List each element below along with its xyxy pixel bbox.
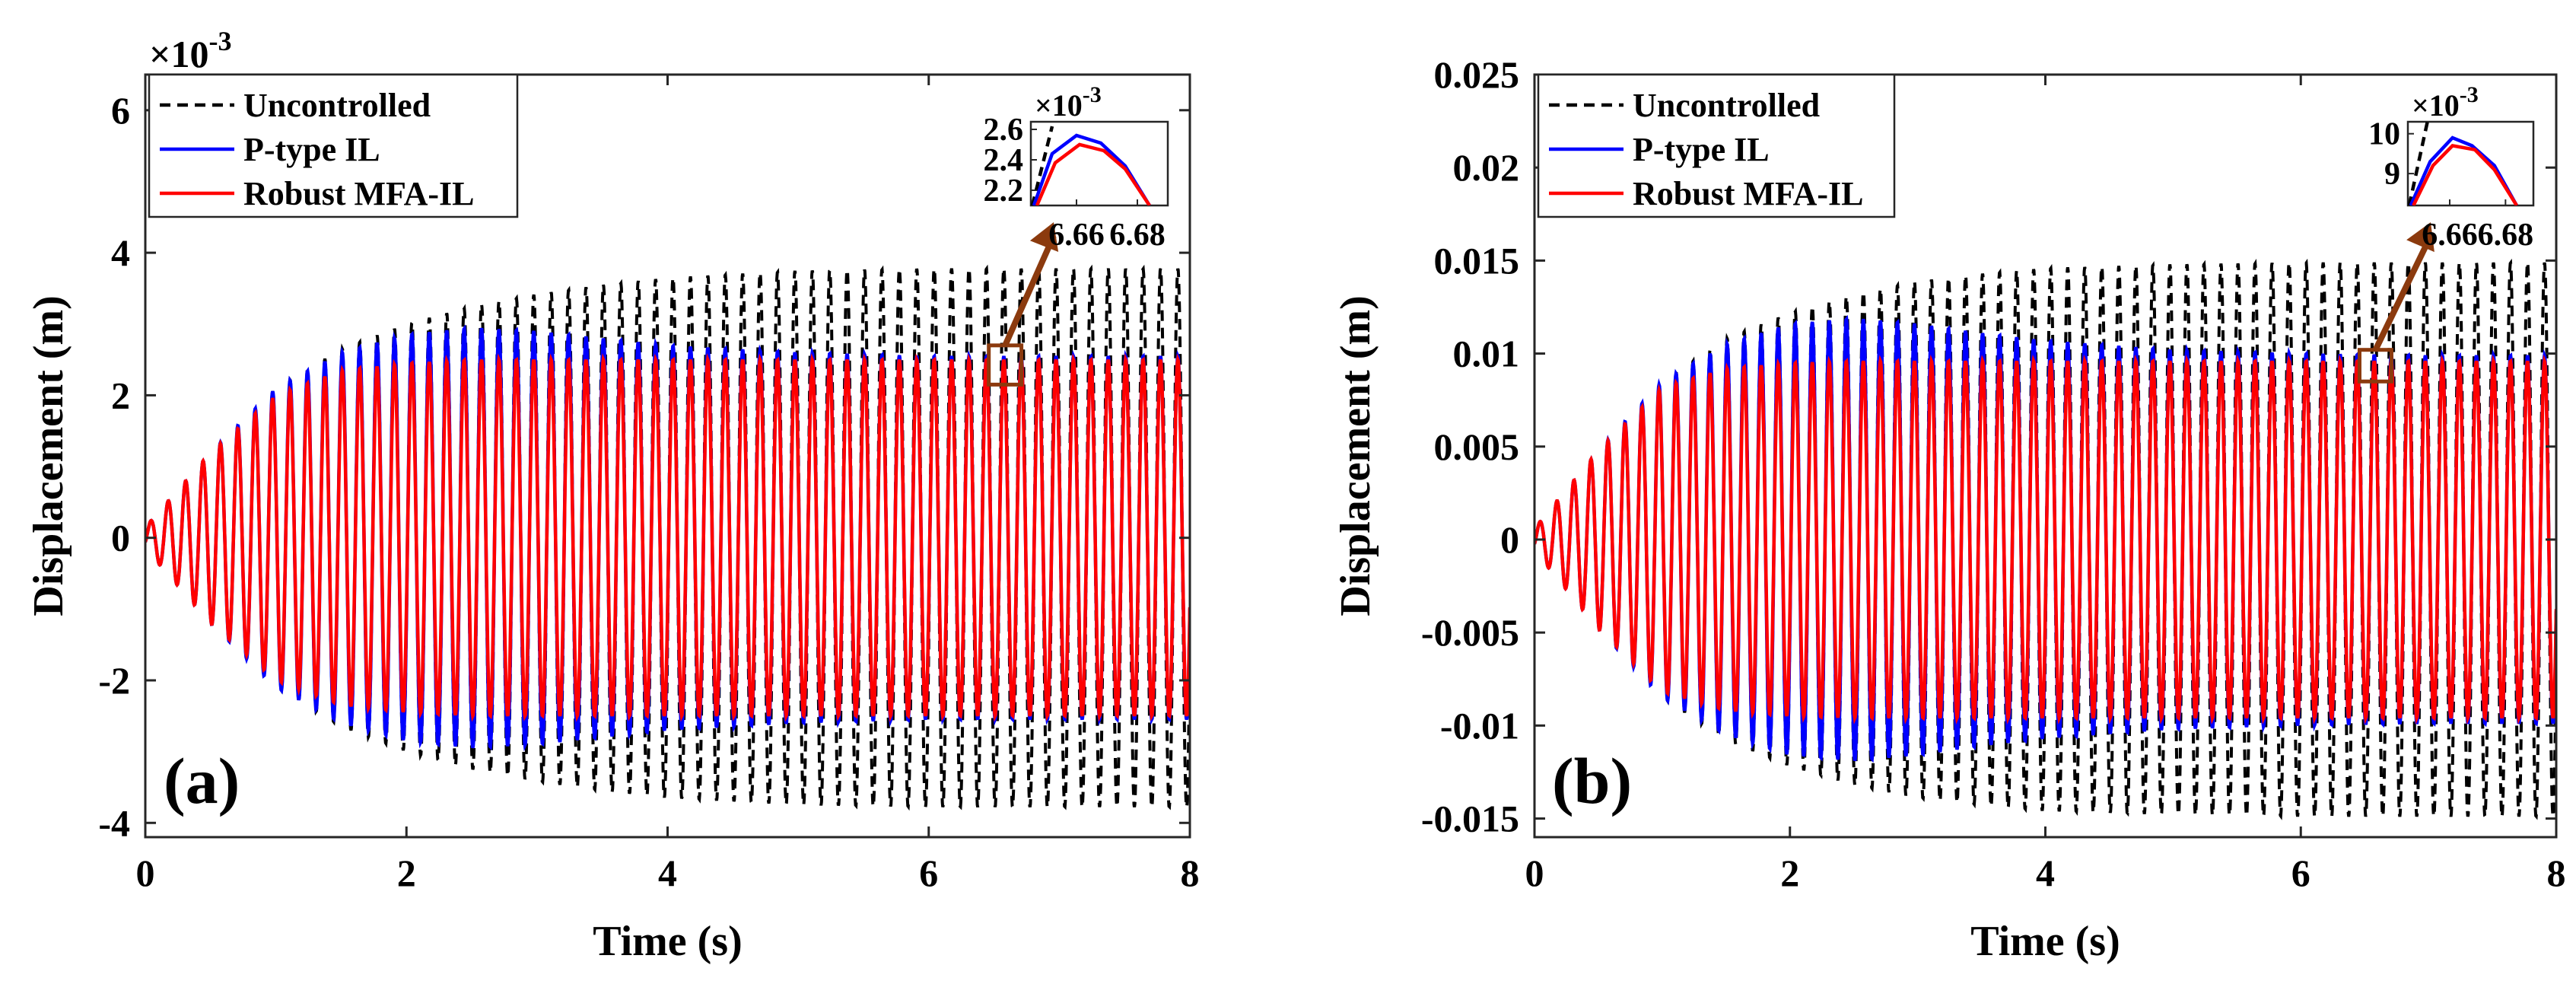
inset-y-tick-label: 9 [2384,157,2400,192]
inset-x-tick-label: 6.66 [1048,218,1105,253]
legend: Uncontrolled P-type IL Robust MFA-IL [1537,73,1896,218]
x-tick-label: 6 [2291,852,2310,894]
x-tick-label: 4 [2036,852,2055,894]
inset-zoom: 6.66 6.68 9 10 ×10-3 [2357,82,2535,384]
inset-series-group [1031,126,1151,205]
y-tick-label: -0.015 [1421,798,1519,840]
y-tick-label: -0.005 [1421,611,1519,654]
y-tick-label: -4 [98,801,130,844]
zoom-arrow [2372,234,2434,352]
inset-zoom: 6.66 6.68 2.22.42.6 ×10-3 [984,82,1169,387]
legend: Uncontrolled P-type IL Robust MFA-IL [148,73,519,218]
x-tick-label: 2 [397,852,416,894]
axes: 0 2 4 6 8 -4 -2 0 2 4 6 [98,73,1200,894]
legend-label: Uncontrolled [243,87,431,124]
legend-box [1537,73,1896,218]
y-tick-label: 0.015 [1434,239,1520,282]
legend-label: P-type IL [243,131,380,168]
y-tick-label: 0 [1500,518,1519,561]
inset-y-tick-label: 2.6 [984,113,1024,148]
x-tick-label: 6 [919,852,938,894]
inset-y-tick-label: 2.2 [984,174,1024,209]
inset-x-tick-label: 6.68 [1109,218,1166,253]
x-tick-label: 8 [2547,852,2566,894]
plot-area [1534,258,2556,821]
zoom-arrow [1002,234,1057,347]
x-tick-label: 0 [1525,852,1544,894]
y-tick-label: 6 [111,89,130,132]
y-tick-label: -0.01 [1440,704,1519,747]
y-axis-label: Displacement (m) [1332,295,1379,616]
zoom-arrow-head [2406,222,2434,253]
y-exponent-label: ×10-3 [149,26,232,75]
y-tick-label: 2 [111,374,130,416]
inset-y-tick-label: 2.4 [984,143,1024,178]
y-tick-label: 0 [111,517,130,559]
y-tick-label: 0.01 [1453,333,1520,375]
zoom-arrow-head [1029,222,1059,252]
inset-line-robust-mfa-il [2412,143,2518,205]
series-line-robust-mfa-il [1534,354,2556,725]
panel-label: (b) [1552,744,1632,817]
inset-box [1029,120,1169,207]
y-tick-label: 0.005 [1434,425,1520,468]
y-axis-label: Displacement (m) [25,295,72,616]
panel-a: 0 2 4 6 8 -4 -2 0 2 4 6 Uncontrolled P-type IL Robus… [25,26,1200,965]
axes: 0 2 4 6 8 -0.015 -0.01 -0.005 0 0.005 0.01 0.015 0.0… [1421,53,2566,894]
panel-label: (a) [164,744,240,817]
inset-x-tick-label: 6.68 [2478,218,2534,253]
plot-area [145,264,1190,811]
inset-line-p-type-il [2409,135,2518,205]
inset-line-robust-mfa-il [1035,142,1151,205]
inset-x-tick-label: 6.66 [2422,218,2478,253]
y-tick-label: 0.02 [1453,146,1520,189]
legend-label: Robust MFA-IL [1633,175,1864,212]
y-tick-label: -2 [98,659,130,702]
inset-series-group [2408,122,2518,205]
legend-label: Robust MFA-IL [243,175,475,212]
inset-y-exponent: ×10-3 [2412,82,2479,123]
y-tick-label: 0.025 [1434,53,1520,96]
x-axis-label: Time (s) [1970,918,2120,965]
legend-label: Uncontrolled [1633,87,1820,124]
series-group [145,264,1190,811]
inset-y-tick-label: 10 [2368,117,2400,152]
inset-line-uncontrolled [1031,126,1054,205]
x-tick-label: 2 [1780,852,1799,894]
x-axis-label: Time (s) [593,918,743,965]
inset-box [2406,120,2535,207]
series-group [1534,258,2556,821]
x-tick-label: 0 [136,852,155,894]
series-line-robust-mfa-il [145,353,1190,722]
panel-b: 0 2 4 6 8 -0.015 -0.01 -0.005 0 0.005 0.01 0.015 0.0… [1332,53,2566,965]
x-tick-label: 8 [1181,852,1200,894]
y-tick-label: 4 [111,231,130,274]
legend-label: P-type IL [1633,131,1770,168]
inset-y-exponent: ×10-3 [1035,82,1102,123]
x-tick-label: 4 [658,852,677,894]
